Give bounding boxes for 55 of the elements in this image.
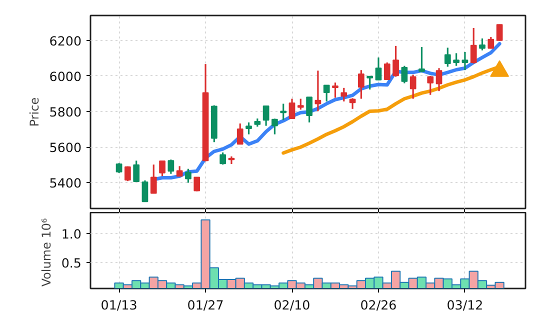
candlestick [384, 62, 390, 80]
candlestick [133, 160, 140, 183]
candlestick [410, 74, 416, 100]
y-tick-label: 6200 [49, 33, 82, 48]
candlestick [159, 160, 166, 177]
y-tick-label: 1.0 [61, 226, 82, 242]
candlestick [375, 56, 382, 82]
y-axis-title: Volume 10⁶ [39, 218, 54, 287]
category-label: 01/27 [187, 298, 224, 312]
y-axis-title: Price [27, 97, 42, 127]
candlestick [401, 65, 408, 84]
y-tick-label: 5800 [49, 104, 82, 120]
candlestick [418, 46, 425, 74]
category-label: 01/13 [100, 298, 138, 312]
category-label: 02/26 [360, 298, 397, 312]
candlestick [306, 96, 312, 124]
candlestick [392, 45, 399, 78]
candlestick [176, 165, 183, 178]
category-label: 03/12 [446, 298, 484, 312]
candlestick [150, 164, 157, 194]
candlestick [427, 75, 434, 96]
candlestick [496, 24, 503, 42]
candlestick [246, 122, 252, 136]
y-tick-label: 0.5 [61, 256, 82, 271]
candlestick [185, 168, 192, 184]
candlestick [314, 70, 322, 112]
candlestick [124, 166, 131, 182]
candlestick [142, 180, 148, 203]
candlestick [228, 156, 235, 165]
y-tick-label: 5600 [49, 140, 82, 156]
candlestick [453, 52, 460, 67]
candlestick [366, 75, 374, 90]
candlestick [323, 84, 330, 102]
candlestick [236, 122, 244, 146]
category-label: 02/10 [274, 298, 310, 312]
candlestick [220, 152, 226, 166]
candlestick [262, 105, 270, 127]
candlestick [470, 27, 477, 64]
candlestick [272, 118, 278, 136]
candlestick [280, 102, 287, 121]
candlestick [288, 98, 296, 120]
candlestick [349, 97, 356, 110]
candlestick [297, 98, 304, 110]
candlestick [340, 87, 348, 102]
candlestick [479, 38, 486, 52]
y-tick-label: 5400 [49, 176, 82, 191]
y-tick-label: 6000 [49, 68, 82, 84]
candlestick [436, 67, 442, 92]
candlestick [358, 69, 364, 100]
candlestick [332, 82, 338, 98]
candlestick [116, 162, 122, 174]
candlestick [462, 51, 468, 71]
candlestick [444, 46, 451, 68]
candlestick [194, 176, 200, 192]
candlestick [168, 158, 174, 175]
